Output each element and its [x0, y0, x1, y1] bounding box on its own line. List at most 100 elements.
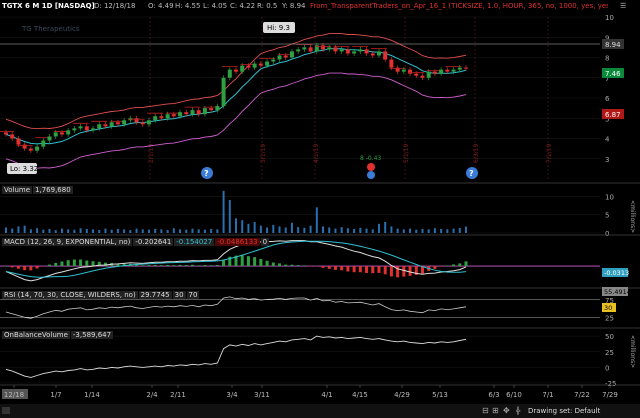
obv-line[interactable] — [5, 335, 467, 378]
rsi-value: 29.7745 — [138, 291, 172, 299]
candle-body — [289, 51, 294, 58]
volume-bar — [216, 229, 219, 233]
macd-hist-bar — [396, 266, 400, 278]
x-tick-label: 3/11 — [254, 391, 270, 399]
crosshair-icon[interactable]: ╬ — [516, 407, 521, 415]
volume-bar — [396, 228, 399, 233]
rsi-ob: 30 — [172, 291, 186, 299]
month-divider-label: 6/3/19 — [473, 144, 480, 163]
zoom-in-icon[interactable]: ⊞ — [492, 406, 499, 415]
macd-histogram[interactable] — [4, 255, 468, 278]
macd-hist-bar — [147, 265, 151, 267]
candle-body — [97, 124, 102, 129]
volume-bar — [353, 228, 356, 233]
zoom-out-icon[interactable]: ⊟ — [482, 406, 489, 415]
candle-body — [464, 67, 468, 69]
macd-hist-bar — [315, 266, 319, 267]
volume-bar — [297, 227, 300, 233]
volume-bar — [160, 229, 163, 233]
candle-body — [209, 108, 214, 111]
volume-grid — [0, 196, 600, 234]
volume-axis: 10 5 0 — [605, 193, 614, 238]
macd-hist-bar — [377, 266, 381, 273]
event-icon-right[interactable]: ? — [466, 167, 478, 179]
macd-zero: 0 — [260, 238, 270, 246]
x-tick-label: 1/7 — [50, 391, 61, 399]
volume-bar — [92, 229, 95, 233]
rsi-line[interactable] — [5, 296, 467, 319]
chart-canvas[interactable]: 2/1/19 3/1/19 4/1/19 5/1/19 6/3/19 7/1/19 TG … — [0, 13, 640, 404]
event-label: 8 -0.43 — [360, 155, 381, 162]
volume-bar — [315, 207, 318, 233]
volume-bar — [98, 230, 101, 233]
range-readout: R: 0.5 — [257, 2, 278, 10]
volume-bar — [259, 225, 262, 233]
macd-hist-bar — [439, 266, 443, 267]
macd-hist-bar — [284, 264, 288, 267]
close-readout: C: 4.22 — [230, 2, 256, 10]
symbol-label[interactable]: TGTX 6 M 1D [NASDAQ] — [2, 2, 95, 10]
macd-hist-bar — [333, 266, 337, 270]
macd-hist-bar — [408, 266, 412, 276]
price-grid: 2/1/19 3/1/19 4/1/19 5/1/19 6/3/19 7/1/19 — [0, 16, 600, 179]
candle-body — [439, 69, 444, 74]
volume-bar — [73, 229, 76, 233]
candle-body — [457, 67, 462, 70]
macd-hist-bar — [60, 261, 64, 267]
macd-hist-bar — [309, 266, 313, 267]
middle-band — [5, 48, 467, 145]
x-axis-current-box — [2, 389, 28, 399]
event-icon-left[interactable]: ? — [201, 167, 213, 179]
volume-bar — [458, 227, 461, 233]
macd-hist-bar — [433, 266, 437, 269]
macd-hist-bar — [4, 266, 8, 267]
macd-hist-bar — [234, 255, 238, 267]
obv-title[interactable]: OnBalanceVolume — [2, 331, 70, 339]
volume-bar — [322, 226, 325, 233]
settings-icon[interactable]: ☰ — [620, 2, 627, 10]
macd-hist-bar — [91, 261, 95, 267]
volume-bar — [328, 227, 331, 233]
candle-body — [426, 71, 431, 78]
price-tick-label: 6 — [605, 95, 610, 103]
x-tick-label: 6/3 — [488, 391, 499, 399]
rsi-grid: 75 25 — [0, 297, 614, 322]
volume-title[interactable]: Volume — [2, 186, 33, 194]
macd-title[interactable]: MACD (12, 26, 9, EXPONENTIAL, no) — [2, 238, 133, 246]
rsi-tick-label: 25 — [605, 314, 614, 322]
macd-hist-bar — [452, 264, 456, 267]
volume-label: Volume 1,769,680 — [2, 186, 74, 194]
volume-bar — [390, 226, 393, 233]
candle-body — [227, 69, 232, 78]
candles[interactable] — [0, 42, 468, 154]
drawing-set-label[interactable]: Drawing set: Default — [528, 407, 601, 415]
volume-bars[interactable] — [5, 190, 467, 233]
macd-badge-box — [602, 268, 628, 277]
candle-body — [202, 108, 207, 115]
study-label[interactable]: From_TransparentTraders_on_Apr_16_1 (TIC… — [310, 2, 608, 10]
price-tick-label: 8 — [605, 55, 609, 63]
candle-body — [327, 47, 332, 50]
x-tick-label: 4/15 — [352, 391, 368, 399]
volume-bar — [228, 200, 231, 233]
pan-icon[interactable]: ✥ — [503, 406, 510, 415]
candle-body — [321, 45, 326, 50]
obv-label: OnBalanceVolume -3,589,647 — [2, 331, 114, 339]
macd-hist-bar — [383, 266, 387, 275]
volume-bar — [123, 229, 126, 233]
macd-lines[interactable] — [5, 240, 467, 282]
obv-grid: 50 25 0 -25 — [0, 333, 616, 388]
candle-body — [35, 146, 40, 151]
rsi-title[interactable]: RSI (14, 70, 30, CLOSE, WILDERS, no) — [2, 291, 138, 299]
macd-hist-bar — [184, 265, 188, 267]
macd-diff: -0.0486133 — [215, 238, 260, 246]
macd-hist-bar — [358, 266, 362, 273]
volume-bar — [203, 229, 206, 233]
earnings-icon[interactable] — [367, 163, 375, 179]
scroll-left-icon[interactable] — [2, 407, 10, 414]
candle-body — [383, 51, 388, 60]
x-tick-label: 4/29 — [394, 391, 410, 399]
candle-body — [115, 122, 120, 125]
badge-last: 8.94 — [605, 41, 621, 49]
candle-body — [339, 49, 344, 52]
